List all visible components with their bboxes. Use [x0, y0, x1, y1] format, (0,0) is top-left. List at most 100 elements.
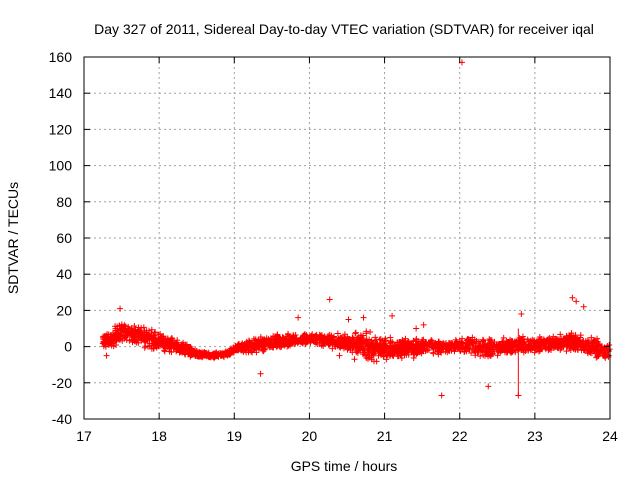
data-point — [128, 333, 135, 340]
data-point — [202, 350, 209, 357]
data-point — [207, 353, 214, 360]
data-point — [527, 337, 534, 344]
data-point — [318, 332, 325, 339]
data-point — [108, 333, 115, 340]
data-point — [489, 344, 496, 351]
data-point — [338, 334, 345, 341]
data-point — [553, 336, 560, 343]
data-point — [477, 341, 484, 348]
data-point — [342, 344, 349, 351]
data-point — [299, 335, 306, 342]
data-point — [345, 316, 352, 323]
data-point — [379, 347, 386, 354]
data-point — [473, 338, 480, 345]
data-point — [352, 330, 359, 337]
data-point — [392, 342, 399, 349]
data-point — [230, 344, 237, 351]
data-point — [389, 312, 396, 319]
data-point — [122, 334, 129, 341]
data-point — [516, 337, 523, 344]
data-point — [560, 343, 567, 350]
data-point — [491, 348, 498, 355]
data-point — [119, 337, 126, 344]
data-point — [574, 346, 581, 353]
data-point — [563, 348, 570, 355]
data-point — [308, 337, 315, 344]
data-point — [257, 333, 264, 340]
data-point — [575, 337, 582, 344]
data-point — [404, 348, 411, 355]
data-point — [567, 346, 574, 353]
data-point — [117, 305, 124, 312]
data-point — [421, 342, 428, 349]
data-point — [295, 314, 302, 321]
data-point — [363, 330, 370, 337]
data-point — [272, 333, 279, 340]
data-point — [180, 346, 187, 353]
data-point — [329, 345, 336, 352]
data-point — [182, 351, 189, 358]
data-point — [398, 339, 405, 346]
data-point — [254, 342, 261, 349]
data-point — [361, 346, 368, 353]
data-point — [547, 343, 554, 350]
data-point — [129, 327, 136, 334]
data-point — [143, 335, 150, 342]
data-point — [332, 339, 339, 346]
data-point — [397, 345, 404, 352]
data-point — [112, 323, 119, 330]
data-point — [444, 343, 451, 350]
data-point — [158, 338, 165, 345]
data-point — [349, 343, 356, 350]
data-point — [369, 341, 376, 348]
data-point — [590, 344, 597, 351]
data-point — [309, 336, 316, 343]
data-point — [485, 345, 492, 352]
data-point — [183, 342, 190, 349]
data-point — [131, 322, 138, 329]
y-tick-label: -20 — [52, 375, 72, 391]
data-point — [132, 326, 139, 333]
data-point — [500, 334, 507, 341]
data-point — [360, 314, 367, 321]
data-point — [472, 345, 479, 352]
data-point — [364, 342, 371, 349]
data-point — [408, 349, 415, 356]
data-point — [536, 334, 543, 341]
y-tick-label: 100 — [49, 158, 73, 174]
data-point — [344, 333, 351, 340]
data-point — [257, 370, 264, 377]
data-point — [372, 346, 379, 353]
data-point — [148, 343, 155, 350]
data-point — [136, 330, 143, 337]
data-point — [594, 353, 601, 360]
data-point — [282, 335, 289, 342]
data-point — [278, 337, 285, 344]
data-point — [114, 327, 121, 334]
data-point — [226, 347, 233, 354]
data-point — [413, 336, 420, 343]
data-point — [580, 344, 587, 351]
data-point — [326, 296, 333, 303]
data-point — [190, 350, 197, 357]
data-point — [161, 348, 168, 355]
data-point — [215, 353, 222, 360]
data-point — [567, 339, 574, 346]
data-point — [172, 343, 179, 350]
data-point — [445, 340, 452, 347]
data-point — [568, 330, 575, 337]
data-point — [354, 336, 361, 343]
data-point — [148, 331, 155, 338]
data-point — [167, 339, 174, 346]
data-point — [538, 340, 545, 347]
data-point — [259, 337, 266, 344]
data-point — [351, 356, 358, 363]
data-point — [380, 341, 387, 348]
x-tick-label: 19 — [226, 428, 242, 444]
data-point — [164, 335, 171, 342]
data-point — [440, 344, 447, 351]
data-point — [594, 335, 601, 342]
data-point — [413, 325, 420, 332]
data-point — [563, 340, 570, 347]
x-tick-label: 23 — [527, 428, 543, 444]
